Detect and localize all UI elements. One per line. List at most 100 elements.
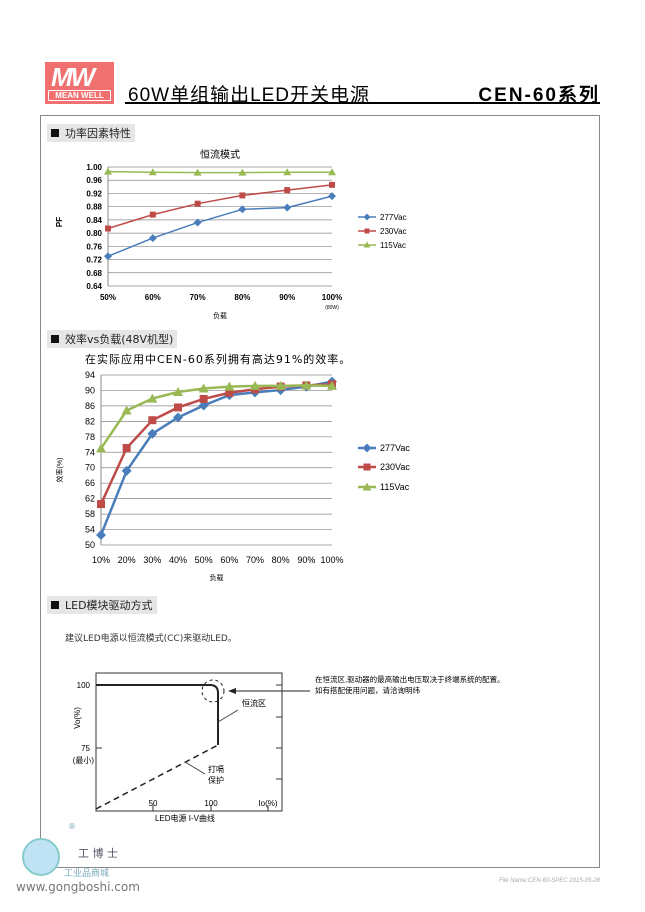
- watermark-reg: ®: [68, 822, 76, 831]
- data-point-277Vac: [148, 234, 157, 243]
- hiccup-leader: [184, 761, 206, 775]
- page-title: 60W单组输出LED开关电源: [128, 85, 371, 106]
- iv-x50: 50: [149, 799, 158, 808]
- data-point-277Vac: [283, 203, 292, 212]
- section-heading-text: LED模块驱动方式: [65, 599, 153, 612]
- y-tick-label: 0.96: [86, 176, 102, 185]
- data-point-115Vac: [327, 380, 337, 390]
- watermark-url: www.gongboshi.com: [16, 880, 140, 894]
- data-point-230Vac: [122, 444, 131, 453]
- logo-mark: MW: [51, 62, 95, 92]
- section-heading-pf: 功率因素特性: [47, 124, 135, 142]
- x-tick-label: 30%: [143, 555, 161, 565]
- iv-highlight-circle: [201, 679, 225, 703]
- data-point-115Vac: [173, 387, 183, 396]
- data-point-277Vac: [104, 252, 112, 261]
- x-note: (80W): [325, 305, 339, 311]
- data-point-115Vac: [148, 168, 157, 176]
- data-point-115Vac: [224, 381, 235, 391]
- data-point-230Vac: [149, 211, 156, 218]
- section-heading-eff: 效率vs负载(48V机型): [47, 330, 178, 348]
- data-point-115Vac: [96, 443, 106, 453]
- y-tick-label: 0.68: [86, 269, 102, 278]
- y-tick-label: 1.00: [86, 163, 102, 172]
- y-tick-label: 94: [85, 370, 95, 380]
- data-point-115Vac: [238, 168, 247, 176]
- logo-name: MEAN WELL: [48, 90, 111, 101]
- led-intro: 建议LED电源以恒流模式(CC)来驱动LED。: [65, 634, 237, 644]
- x-tick-label: 70%: [246, 555, 264, 565]
- y-tick-label: 0.84: [86, 216, 102, 225]
- y-axis-label: PF: [55, 217, 64, 227]
- data-point-115Vac: [121, 405, 132, 415]
- y-tick-label: 0.64: [86, 282, 102, 291]
- x-tick-label: 80%: [272, 555, 290, 565]
- x-tick-label: 50%: [100, 293, 116, 302]
- series-line-277Vac: [107, 195, 333, 257]
- section-heading-led: LED模块驱动方式: [47, 596, 157, 614]
- content-frame: [40, 115, 600, 868]
- legend-label: 115Vac: [380, 482, 410, 492]
- legend-marker: [364, 228, 370, 234]
- data-point-230Vac: [97, 500, 105, 509]
- x-tick-label: 90%: [297, 555, 315, 565]
- data-point-115Vac: [250, 380, 260, 390]
- data-point-230Vac: [199, 394, 208, 403]
- watermark-tagline: 工业品商城: [64, 869, 110, 879]
- legend-marker: [363, 213, 371, 221]
- data-point-277Vac: [193, 218, 202, 227]
- series-line-115Vac: [99, 384, 333, 450]
- x-axis-label: 负载: [210, 573, 224, 582]
- header-rule: [125, 102, 600, 104]
- y-axis-label: 效率(%): [55, 458, 64, 483]
- data-point-277Vac: [238, 205, 247, 214]
- y-tick-label: 0.80: [86, 229, 102, 238]
- data-point-230Vac: [239, 192, 246, 199]
- section-heading-text: 功率因素特性: [65, 127, 131, 140]
- iv-y100: 100: [77, 681, 91, 690]
- data-point-277Vac: [328, 192, 336, 201]
- iv-box: [95, 672, 283, 812]
- x-tick-label: 90%: [279, 293, 295, 302]
- legend-label: 277Vac: [380, 213, 407, 222]
- y-tick-label: 66: [85, 478, 95, 488]
- legend-marker: [363, 241, 371, 248]
- y-tick-label: 62: [85, 494, 95, 504]
- legend-label: 115Vac: [380, 241, 406, 250]
- series-line-115Vac: [107, 170, 332, 174]
- file-name-footer: File Name:CEN-60-SPEC 2015-05-28: [498, 878, 600, 884]
- iv-ymin: (最小): [73, 756, 95, 765]
- iv-caption: LED电源 I-V曲线: [155, 813, 215, 823]
- data-point-115Vac: [193, 168, 202, 176]
- data-point-230Vac: [148, 416, 157, 425]
- iv-ticks: [96, 684, 282, 811]
- data-point-115Vac: [328, 168, 336, 176]
- iv-note-2: 如有搭配使用问题，请洽询明纬: [315, 685, 420, 695]
- data-point-115Vac: [147, 393, 158, 403]
- data-point-277Vac: [198, 400, 209, 411]
- x-axis-label: 负载: [213, 311, 227, 320]
- legend-label: 230Vac: [380, 227, 407, 236]
- x-tick-label: 100%: [320, 555, 343, 565]
- y-tick-label: 54: [85, 525, 95, 535]
- iv-note-1: 在恒流区,驱动器的最高输出电压取决于终端系统的配置。: [315, 674, 505, 684]
- legend-label: 230Vac: [380, 462, 410, 472]
- data-point-277Vac: [121, 465, 132, 476]
- y-tick-label: 74: [85, 447, 95, 457]
- data-point-277Vac: [96, 529, 106, 540]
- series-title: CEN-60系列: [478, 85, 600, 106]
- section-heading-text: 效率vs负载(48V机型): [65, 333, 174, 346]
- x-tick-label: 60%: [145, 293, 161, 302]
- x-tick-label: 80%: [234, 293, 250, 302]
- data-point-230Vac: [194, 200, 201, 207]
- y-tick-label: 0.76: [86, 242, 102, 251]
- iv-hiccup-line: [95, 744, 219, 810]
- data-point-230Vac: [174, 403, 182, 412]
- y-tick-label: 82: [85, 416, 95, 426]
- iv-ylabel: Vo(%): [73, 707, 82, 729]
- y-tick-label: 0.72: [86, 256, 102, 265]
- mean-well-logo: MW MEAN WELL: [45, 62, 114, 104]
- iv-xlabel: Io(%): [258, 799, 277, 808]
